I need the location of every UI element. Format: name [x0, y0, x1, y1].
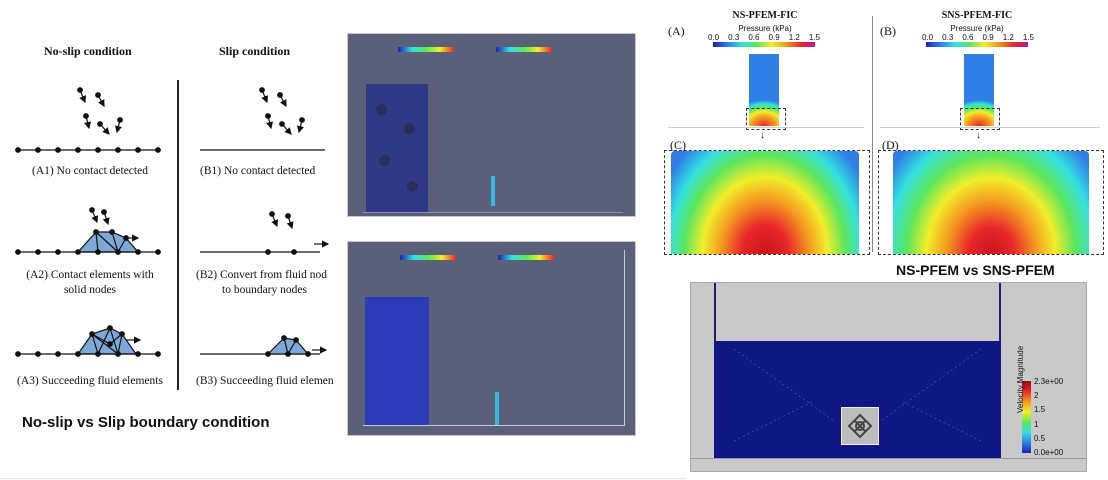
ground-line-a [668, 127, 864, 128]
label-c: (C) [670, 138, 686, 152]
water-column-a [749, 54, 779, 126]
solid-obstacle [841, 407, 879, 445]
label-d: (D) [882, 138, 899, 152]
colorbar-left [398, 47, 454, 52]
column-divider [177, 80, 179, 390]
domain-bottom [363, 425, 625, 426]
tick: 2.3e+00 [1034, 377, 1064, 386]
flow-streaks [733, 348, 982, 442]
pressure-colorbar-a [713, 42, 815, 47]
pressure-field-d [893, 151, 1089, 254]
pressure-ticks-a: 0.0 0.3 0.6 0.9 1.2 1.5 [708, 33, 820, 42]
velocity-ticks: 2.3e+00 2 1.5 1 0.5 0.0e+00 [1034, 377, 1063, 457]
tick: 0.3 [942, 33, 954, 42]
container-left-wall [714, 283, 716, 341]
tick: 1.2 [1002, 33, 1014, 42]
tick: 1.5 [808, 33, 820, 42]
ground-line-b [880, 127, 1100, 128]
tick: 1.5 [1034, 405, 1046, 415]
pressure-ticks-b: 0.0 0.3 0.6 0.9 1.2 1.5 [922, 33, 1034, 42]
pfem-comparison-figure: (A) NS-PFEM-FIC Pressure (kPa) 0.0 0.3 0… [660, 0, 1108, 280]
solid-object [491, 176, 495, 206]
label-a: (A) [668, 24, 685, 38]
pressure-label-b: Pressure (kPa) [950, 24, 1004, 33]
water-column-b [964, 54, 994, 126]
title-ns-pfem-fic: NS-PFEM-FIC [732, 10, 798, 21]
arrow-down-a: ↓ [760, 130, 765, 141]
tick: 0.0e+00 [1034, 447, 1064, 457]
tick: 0.9 [768, 33, 780, 42]
simulation-snapshot-top [347, 33, 636, 217]
tick: 1.5 [1022, 33, 1034, 42]
contact-schematic [15, 87, 330, 357]
colorbar-right [496, 47, 552, 52]
title-sns-pfem-fic: SNS-PFEM-FIC [941, 10, 1013, 21]
velocity-colorbar-label: Velocity Magnitude [1016, 345, 1025, 413]
tick: 1.2 [788, 33, 800, 42]
arrow-down-b: ↓ [976, 130, 981, 141]
domain-bottom [363, 212, 623, 213]
caption-b2-line1: (B2) Convert from fluid nod [196, 269, 327, 281]
velocity-colorbar [1022, 381, 1031, 453]
caption-b1: (B1) No contact detected [200, 165, 316, 177]
velocity-simulation-figure: 2.3e+00 2 1.5 1 0.5 0.0e+00 Velocity Mag… [690, 282, 1087, 472]
tick: 0.0 [708, 33, 720, 42]
zoom-box-b [960, 108, 1000, 130]
bottom-rule [0, 478, 686, 479]
fluid-column [365, 297, 429, 425]
colorbar-right [498, 255, 554, 260]
zoom-box-a [746, 108, 786, 130]
panel-divider [872, 16, 873, 252]
pfem-comparison-title: NS-PFEM vs SNS-PFEM [896, 262, 1055, 278]
domain-bottom-line [691, 458, 1086, 459]
tick: 1 [1034, 419, 1039, 429]
simulation-snapshot-bottom [347, 241, 636, 436]
tick: 0.5 [1034, 433, 1046, 443]
tick: 2 [1034, 391, 1039, 401]
tick: 0.6 [748, 33, 760, 42]
zoom-panel-c [664, 150, 870, 255]
colorbar-left [400, 255, 456, 260]
pressure-field-c [671, 151, 859, 254]
tick: 0.3 [728, 33, 740, 42]
zoom-panel-d [878, 150, 1104, 255]
tick: 0.0 [922, 33, 934, 42]
tick: 0.6 [962, 33, 974, 42]
caption-b3: (B3) Succeeding fluid elemen [196, 375, 334, 387]
pressure-label-a: Pressure (kPa) [738, 24, 792, 33]
obstacle-icon [847, 413, 873, 439]
caption-a1: (A1) No contact detected [32, 165, 148, 177]
caption-a3: (A3) Succeeding fluid elements [17, 375, 163, 387]
no-slip-heading: No-slip condition [44, 44, 132, 58]
label-b: (B) [880, 24, 896, 38]
tick: 0.9 [982, 33, 994, 42]
slip-heading: Slip condition [219, 44, 291, 58]
no-slip-vs-slip-figure: No-slip condition Slip condition [0, 0, 340, 480]
domain-right-wall [624, 250, 625, 425]
caption-a2-line2: solid nodes [63, 284, 117, 296]
caption-a2-line1: (A2) Contact elements with [26, 269, 154, 281]
fluid-column [366, 84, 428, 212]
solid-object [495, 392, 499, 425]
no-slip-vs-slip-title: No-slip vs Slip boundary condition [22, 414, 270, 431]
pressure-colorbar-b [926, 42, 1028, 47]
caption-b2-line2: to boundary nodes [222, 284, 307, 296]
container-right-wall [999, 283, 1001, 341]
